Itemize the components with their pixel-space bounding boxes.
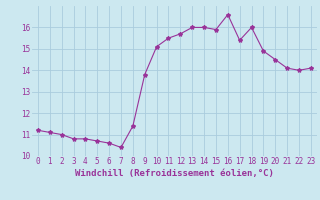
- X-axis label: Windchill (Refroidissement éolien,°C): Windchill (Refroidissement éolien,°C): [75, 169, 274, 178]
